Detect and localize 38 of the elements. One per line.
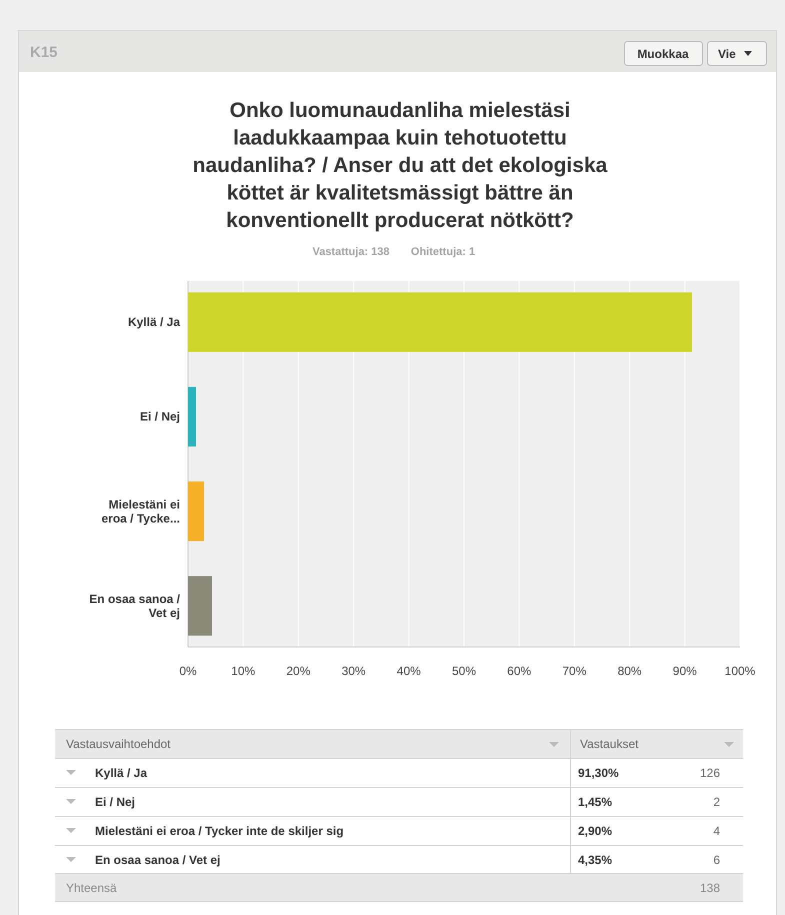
text: Vastattuja: 138: [312, 246, 390, 258]
edit-button: Muokkaa: [624, 41, 703, 66]
x-tick-label: 60%: [507, 664, 532, 678]
text: Ohitettuja: 1: [410, 246, 476, 258]
x-tick-label: 50%: [452, 664, 476, 678]
text: 6: [713, 853, 720, 867]
chart-title: Onko luomunaudanliha mielestäsi laadukkaampaa kuin tehotuotettu naudanliha? / Anser du att det ekologiska köttet är kvalitetsmässigt bättre än konventionellt producerat nötkött?: [192, 99, 608, 232]
x-tick-label: 90%: [672, 664, 698, 678]
text: Vastaukset: [580, 737, 640, 751]
x-tick-label: 40%: [396, 664, 422, 678]
text: 2: [713, 795, 720, 809]
text: Yhteensä: [66, 881, 118, 895]
text: 138: [700, 881, 720, 895]
text: Vastausvaihtoehdot: [66, 737, 172, 751]
text: 4,35%: [578, 853, 612, 867]
x-tick-label: 100%: [724, 664, 756, 678]
text: 4: [713, 824, 720, 838]
text: 1,45%: [578, 795, 612, 809]
y-tick-label: Mielestäni ei eroa / Tycke...: [102, 497, 180, 526]
x-tick-label: 80%: [618, 664, 642, 678]
x-tick-label: 10%: [231, 664, 256, 678]
y-tick-label: Ei / Nej: [140, 410, 180, 424]
bar: [188, 292, 692, 352]
x-tick-label: 20%: [286, 664, 311, 678]
x-tick-label: 0%: [179, 664, 197, 678]
text: 91,30%: [578, 766, 620, 780]
bar: [188, 576, 212, 636]
export-button: Vie: [707, 41, 767, 66]
text: 2,90%: [578, 824, 612, 838]
text: Mielestäni ei eroa / Tycker inte de skiljer sig: [95, 824, 344, 838]
text: K15: [30, 44, 58, 61]
bar: [188, 481, 204, 542]
x-tick-label: 70%: [562, 664, 587, 678]
bar: [188, 386, 196, 447]
y-tick-label: En osaa sanoa / Vet ej: [89, 592, 181, 620]
x-tick-label: 30%: [342, 664, 366, 678]
text: 126: [700, 766, 720, 780]
y-tick-label: Kyllä / Ja: [128, 315, 180, 330]
